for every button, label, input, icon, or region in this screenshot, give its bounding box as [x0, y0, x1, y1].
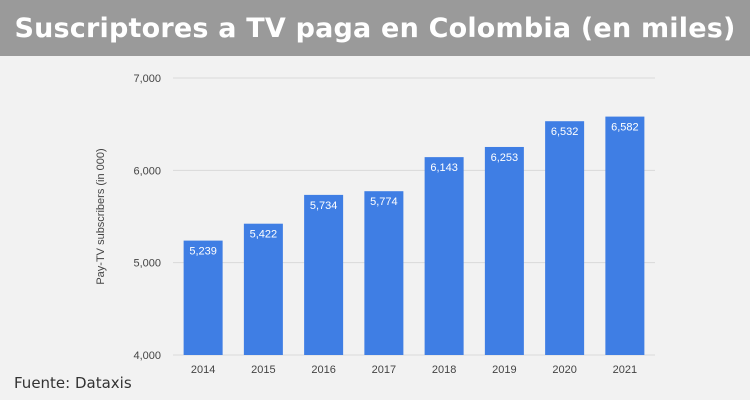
- bar-value-label: 6,532: [551, 126, 579, 138]
- x-tick-label: 2015: [251, 364, 275, 376]
- bar-2019: [484, 146, 524, 355]
- x-tick-label: 2016: [311, 364, 335, 376]
- y-axis-ticks: 4,000 5,000 6,000 7,000: [133, 73, 161, 362]
- y-tick-label: 4,000: [133, 350, 161, 362]
- bar-2020: [545, 121, 585, 355]
- bar-value-label: 5,422: [250, 229, 278, 241]
- bar-2015: [243, 223, 283, 355]
- bar-value-label: 5,239: [189, 246, 217, 258]
- x-tick-label: 2019: [492, 364, 516, 376]
- bar-value-label: 5,774: [370, 196, 398, 208]
- page-title: Suscriptores a TV paga en Colombia (en m…: [14, 12, 736, 44]
- chart-svg: 4,000 5,000 6,000 7,000 5,239 5,422 5,734 5,77…: [95, 73, 655, 376]
- x-axis-ticks: 2014 2015 2016 2017 2018 2019 2020 2021: [191, 364, 637, 376]
- bar-2016: [304, 194, 344, 355]
- y-axis-label: Pay-TV subscribers (in 000): [95, 148, 107, 284]
- x-tick-label: 2017: [372, 364, 396, 376]
- x-tick-label: 2014: [191, 364, 215, 376]
- source-note: Fuente: Dataxis: [14, 374, 132, 392]
- bar-value-label: 6,582: [611, 122, 639, 134]
- bar-value-label: 6,143: [430, 162, 458, 174]
- x-tick-label: 2020: [552, 364, 576, 376]
- bar-2018: [424, 157, 464, 355]
- bar-2021: [605, 116, 645, 355]
- y-tick-label: 7,000: [133, 73, 161, 85]
- bar-value-label: 6,253: [491, 152, 519, 164]
- x-tick-label: 2021: [613, 364, 637, 376]
- bar-value-label: 5,734: [310, 200, 338, 212]
- y-tick-label: 6,000: [133, 165, 161, 177]
- y-tick-label: 5,000: [133, 258, 161, 270]
- x-tick-label: 2018: [432, 364, 456, 376]
- bar-chart: 4,000 5,000 6,000 7,000 5,239 5,422 5,734 5,77…: [80, 60, 680, 380]
- bars: 5,239 5,422 5,734 5,774 6,143 6,253 6,532 6,582: [183, 116, 645, 355]
- bar-2017: [364, 191, 404, 355]
- bar-2014: [183, 240, 223, 355]
- title-bar: Suscriptores a TV paga en Colombia (en m…: [0, 0, 750, 56]
